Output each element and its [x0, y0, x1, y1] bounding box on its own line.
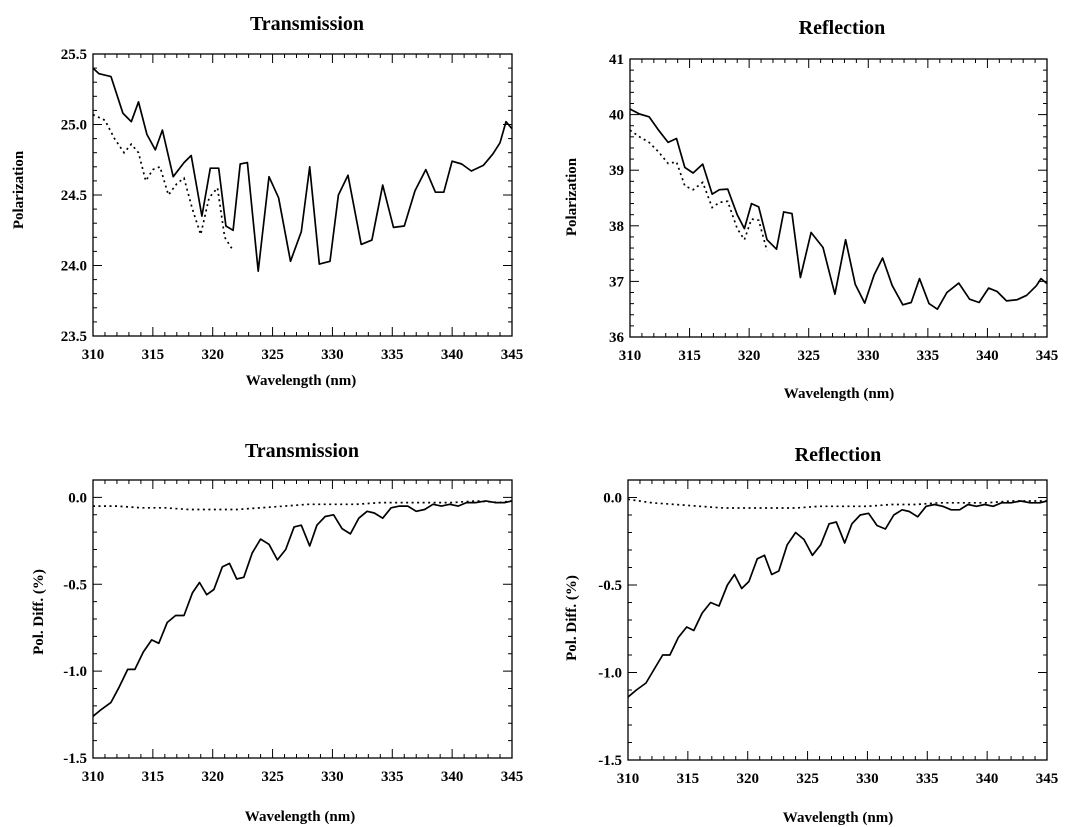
dotted-series-line — [93, 500, 513, 511]
tick-labels: 310 315 320 325 330 335 340 345 -1.5 -1.0 -0.5 0.0 — [63, 490, 523, 785]
y-axis-label: Pol. Diff. (%) — [564, 575, 580, 661]
panel-reflection-polarization: Reflection Wavelength (nm) Polarization … — [564, 17, 1058, 402]
chart-title: Reflection — [799, 17, 886, 39]
data-series — [629, 108, 1048, 311]
tick-marks — [92, 53, 513, 337]
y-tick-label: 0.0 — [603, 491, 622, 507]
plot-frame — [627, 479, 1048, 761]
x-tick-label: 310 — [617, 771, 640, 787]
y-axis-label: Polarization — [11, 150, 27, 229]
solid-series-line — [92, 500, 513, 717]
x-tick-label: 325 — [261, 347, 284, 363]
x-tick-label: 335 — [916, 771, 939, 787]
y-tick-label: -1.5 — [63, 751, 87, 767]
x-tick-label: 320 — [738, 348, 761, 364]
chart-title: Transmission — [245, 440, 359, 462]
x-tick-label: 310 — [619, 348, 642, 364]
x-tick-label: 345 — [501, 347, 524, 363]
x-tick-label: 320 — [201, 769, 224, 785]
data-series — [92, 67, 513, 272]
plot-frame — [92, 53, 513, 337]
x-axis-label: Wavelength (nm) — [784, 386, 894, 402]
y-tick-label: -0.5 — [63, 577, 87, 593]
y-tick-label: 36 — [609, 330, 625, 346]
tick-labels: 310 315 320 325 330 335 340 345 -1.5 -1.0 -0.5 0.0 — [598, 491, 1058, 788]
tick-labels: 310 315 320 325 330 335 340 345 36 37 38 39 40 41 — [609, 52, 1058, 364]
y-tick-label: -1.5 — [598, 753, 622, 769]
x-tick-label: 315 — [678, 348, 701, 364]
data-series — [92, 500, 513, 717]
plot-frame — [92, 479, 513, 759]
x-tick-label: 325 — [797, 348, 820, 364]
y-tick-label: -1.0 — [598, 666, 622, 682]
x-tick-label: 330 — [857, 348, 880, 364]
chart-title: Reflection — [795, 444, 882, 466]
y-tick-label: -1.0 — [63, 664, 87, 680]
data-series — [627, 498, 1048, 698]
x-tick-label: 340 — [976, 771, 999, 787]
y-tick-label: 41 — [609, 52, 624, 68]
y-axis-label: Polarization — [564, 157, 580, 236]
solid-series-line — [629, 108, 1048, 311]
x-tick-label: 340 — [441, 347, 464, 363]
y-tick-label: -0.5 — [598, 578, 622, 594]
x-tick-label: 330 — [856, 771, 879, 787]
x-tick-label: 315 — [677, 771, 700, 787]
x-tick-label: 325 — [796, 771, 819, 787]
y-tick-label: 38 — [609, 219, 624, 235]
x-tick-label: 330 — [321, 347, 344, 363]
y-tick-label: 0.0 — [68, 490, 87, 506]
y-axis-label: Pol. Diff. (%) — [31, 569, 47, 655]
y-tick-label: 24.5 — [61, 188, 87, 204]
tick-labels: 310 315 320 325 330 335 340 345 23.5 24.0 24.5 25.0… — [61, 47, 524, 363]
panel-transmission-polarization: Transmission Wavelength (nm) Polarizatio… — [11, 13, 523, 389]
panel-reflection-pol-diff: Reflection Wavelength (nm) Pol. Diff. (%… — [564, 444, 1058, 826]
x-tick-label: 315 — [142, 347, 165, 363]
solid-series-line — [627, 500, 1048, 698]
x-axis-label: Wavelength (nm) — [246, 373, 356, 389]
x-tick-label: 345 — [501, 769, 524, 785]
x-tick-label: 345 — [1036, 348, 1059, 364]
x-tick-label: 315 — [142, 769, 165, 785]
dotted-series-line — [627, 498, 1047, 509]
x-tick-label: 310 — [82, 769, 105, 785]
y-tick-label: 23.5 — [61, 329, 87, 345]
y-tick-label: 39 — [609, 163, 624, 179]
x-axis-label: Wavelength (nm) — [783, 810, 893, 826]
y-tick-label: 25.5 — [61, 47, 87, 63]
x-axis-label: Wavelength (nm) — [245, 809, 355, 825]
x-tick-label: 310 — [82, 347, 105, 363]
x-tick-label: 340 — [976, 348, 999, 364]
x-tick-label: 340 — [441, 769, 464, 785]
y-tick-label: 40 — [609, 108, 624, 124]
x-tick-label: 325 — [261, 769, 284, 785]
y-tick-label: 24.0 — [61, 259, 87, 275]
y-tick-label: 37 — [609, 274, 625, 290]
x-tick-label: 335 — [381, 347, 404, 363]
tick-marks — [92, 480, 513, 759]
x-tick-label: 320 — [736, 771, 759, 787]
x-tick-label: 320 — [201, 347, 224, 363]
panel-transmission-pol-diff: Transmission Wavelength (nm) Pol. Diff. … — [31, 440, 523, 825]
chart-title: Transmission — [250, 13, 364, 35]
solid-series-line — [92, 67, 513, 272]
dotted-series-line — [629, 129, 768, 252]
plot-frame — [629, 58, 1048, 338]
x-tick-label: 330 — [321, 769, 344, 785]
x-tick-label: 345 — [1036, 771, 1059, 787]
dotted-series-line — [92, 113, 233, 250]
tick-marks — [627, 480, 1048, 761]
y-tick-label: 25.0 — [61, 118, 87, 134]
x-tick-label: 335 — [917, 348, 940, 364]
x-tick-label: 335 — [381, 769, 404, 785]
